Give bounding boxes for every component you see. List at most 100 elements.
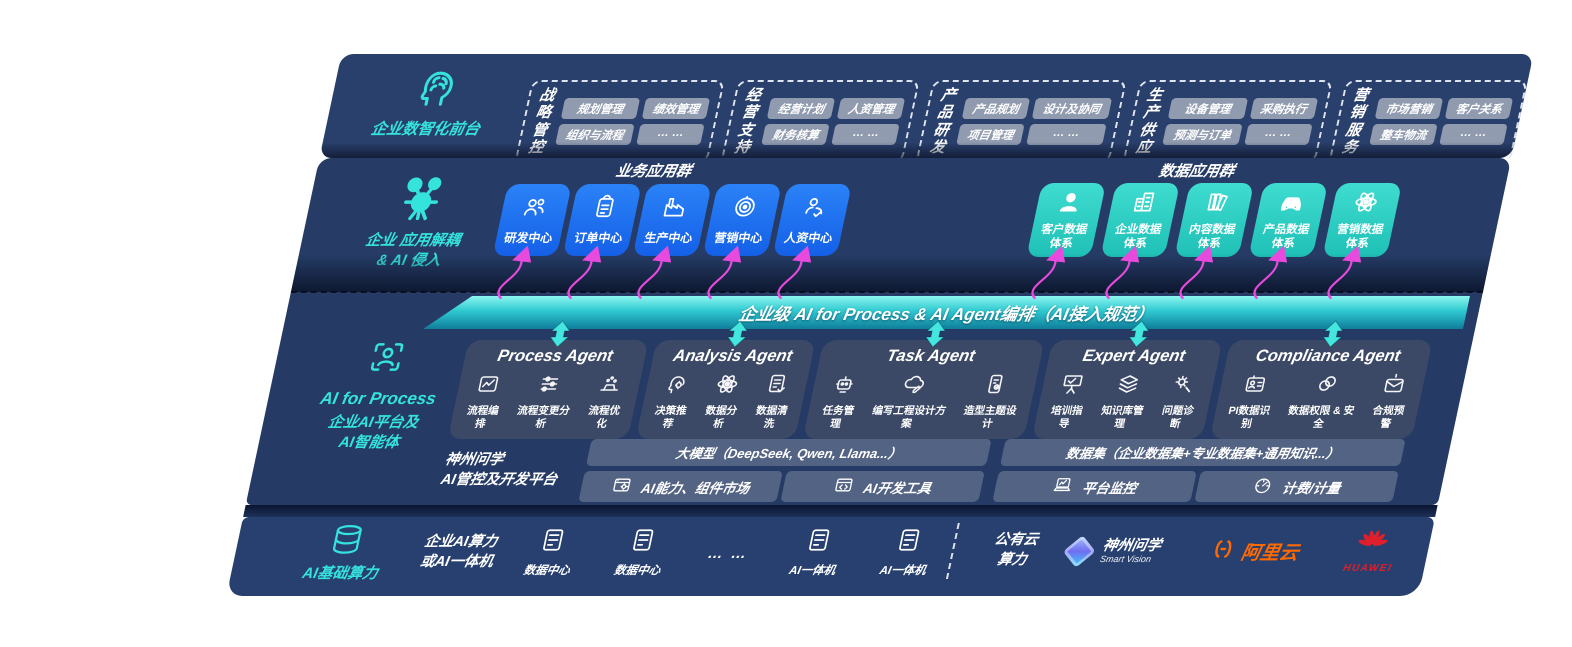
agent-item: 合规预警 xyxy=(1364,372,1417,430)
capability-chip: 项目管理 xyxy=(956,124,1025,145)
vendor-huawei: HUAWEI xyxy=(1342,529,1401,574)
clean-doc-icon xyxy=(762,372,792,401)
capability-chip: 设备管理 xyxy=(1167,98,1248,119)
tile-product-data: 产品数据 体系 xyxy=(1248,183,1329,257)
atom-icon xyxy=(711,372,741,401)
smartvision-diamond-icon xyxy=(1063,535,1096,568)
metering-gauge-icon xyxy=(1250,475,1275,498)
agent-item: 数据分析 xyxy=(697,372,750,430)
compliance-agent-card: Compliance Agent PI数据识别 数据权限 & 安全 合规预警 xyxy=(1209,340,1433,440)
customer-icon xyxy=(1053,189,1086,220)
capability-chip: … … xyxy=(1026,124,1107,145)
ai-process-title-zh: 企业AI平台及 AI智能体 xyxy=(326,414,421,451)
group-title-line: 生产 xyxy=(1141,87,1165,122)
front-office-band: 企业数智化前台 战略 管控 规划管理 绩效管理 组织与流程 … … 经营 支持 xyxy=(319,54,1534,163)
group-title-line: 研发 xyxy=(928,121,951,156)
platform-monitor-cell: 平台监控 xyxy=(992,471,1197,502)
group-title: 营销 服务 xyxy=(1340,87,1374,156)
brain-head-icon xyxy=(406,71,456,114)
tile-enterprise-data: 企业数据 体系 xyxy=(1100,183,1181,257)
metering-cell: 计费/计量 xyxy=(1194,471,1399,502)
group-title-line: 经营 xyxy=(740,87,763,122)
agent-item: 造型主题设计 xyxy=(956,372,1029,430)
decoupling-label-block: 企业 应用解耦 & AI 侵入 xyxy=(332,174,502,270)
tile-label: 营销中心 xyxy=(712,231,764,245)
capability-chip: 市场营销 xyxy=(1374,98,1444,119)
molecule-icon xyxy=(389,177,445,230)
group-title-line: 供应 xyxy=(1134,121,1157,156)
task-agent-card: Task Agent 任务管理 编写工程设计方案 造型主题设计 xyxy=(802,340,1045,440)
agent-item: PI数据识别 xyxy=(1220,372,1282,430)
model-cells: AI能力、组件市场 AI开发工具 xyxy=(578,471,985,502)
target-icon xyxy=(728,194,761,225)
group-production-supply: 生产 供应 设备管理 采购执行 预测与订单 … … xyxy=(1121,80,1333,163)
component-market-icon xyxy=(609,475,634,498)
capability-chip: 采购执行 xyxy=(1249,98,1318,119)
factory-icon xyxy=(658,194,691,225)
platform-label: 神州问学 AI管控及开发平台 xyxy=(439,451,559,488)
capability-chip: 组织与流程 xyxy=(554,124,635,145)
datacenter-node: 数据中心 xyxy=(613,527,670,578)
tile-content-data: 内容数据 体系 xyxy=(1174,183,1255,257)
group-title: 经营 支持 xyxy=(733,87,767,156)
ai-process-title-en: AI for Process xyxy=(318,389,438,408)
ai-bus-bar: 企业级 AI for Process & AI Agent编排（AI接入规范） xyxy=(423,296,1470,329)
data-app-group-header: 数据应用群 xyxy=(1157,163,1236,180)
group-chips: 设备管理 采购执行 预测与订单 … … xyxy=(1162,98,1318,145)
group-operation: 经营 支持 经营计划 人资管理 财务核算 … … xyxy=(720,80,921,163)
marketing-atom-icon xyxy=(1349,189,1382,220)
decoupling-title: 企业 应用解耦 & AI 侵入 xyxy=(332,231,490,270)
group-title: 产品 研发 xyxy=(928,87,961,156)
decoupling-title-line: 企业 应用解耦 xyxy=(363,232,462,249)
agent-items: 任务管理 编写工程设计方案 造型主题设计 xyxy=(814,372,1029,430)
tile-label: 营销数据 体系 xyxy=(1335,223,1385,250)
agent-item: 培训指导 xyxy=(1042,372,1095,430)
dataset-cells: 平台监控 计费/计量 xyxy=(992,471,1399,502)
server-icon xyxy=(802,527,835,558)
capability-chip: 规划管理 xyxy=(560,98,641,119)
group-title-line: 战略 xyxy=(534,87,557,122)
capability-chip: … … xyxy=(1243,124,1313,145)
capability-chip: 财务核算 xyxy=(761,124,831,145)
tile-label: 人资中心 xyxy=(782,231,834,245)
group-title: 战略 管控 xyxy=(527,87,560,156)
dev-tools-icon xyxy=(831,475,856,498)
agent-items: 流程编排 流程变更分析 流程优化 xyxy=(459,372,633,430)
group-title-line: 产品 xyxy=(935,87,958,122)
datacenter-node: 数据中心 xyxy=(522,527,579,578)
enterprise-building-icon xyxy=(1127,189,1160,220)
ai-capability-market-cell: AI能力、组件市场 xyxy=(578,471,783,502)
group-chips: 产品规划 设计及协同 项目管理 … … xyxy=(956,98,1112,145)
agent-item: 决策推荐 xyxy=(646,372,699,430)
capability-chip: 设计及协同 xyxy=(1031,98,1112,119)
capability-chip: … … xyxy=(831,124,901,145)
team-icon xyxy=(518,194,551,225)
group-title: 生产 供应 xyxy=(1134,87,1167,156)
tile-hr-center: 人资中心 xyxy=(772,184,852,256)
order-clipboard-icon xyxy=(588,194,621,225)
diagnosis-icon xyxy=(1168,372,1198,401)
platform-row: 神州问学 AI管控及开发平台 大模型（DeepSeek, Qwen, Llama… xyxy=(436,439,1406,502)
ai-process-label-block: AI for Process 企业AI平台及 AI智能体 xyxy=(287,338,471,452)
capability-chip: 客户关系 xyxy=(1444,98,1514,119)
tile-label: 内容数据 体系 xyxy=(1187,223,1237,250)
ai-appliance-node: AI一体机 xyxy=(788,527,845,578)
ai-dev-tools-cell: AI开发工具 xyxy=(780,471,985,502)
content-books-icon xyxy=(1201,189,1234,220)
capability-chip: … … xyxy=(1439,124,1508,145)
workflow-icon xyxy=(473,372,503,401)
infrastructure-label-block: AI基础算力 xyxy=(273,523,416,583)
analysis-agent-card: Analysis Agent 决策推荐 数据分析 数据清洗 xyxy=(635,340,817,440)
public-cloud-label: 公有云 算力 xyxy=(992,532,1040,568)
capability-chip: 产品规划 xyxy=(961,98,1031,119)
platform-monitor-icon xyxy=(1050,475,1075,498)
infrastructure-band: AI基础算力 企业AI算力 或AI一体机 数据中心 数据中心 … … AI一体机 xyxy=(226,517,1436,596)
tile-marketing-data: 营销数据 体系 xyxy=(1322,183,1403,257)
group-chips: 规划管理 绩效管理 组织与流程 … … xyxy=(554,98,711,145)
group-title-line: 服务 xyxy=(1340,121,1363,156)
infrastructure-title: AI基础算力 xyxy=(300,565,380,582)
alert-mail-icon xyxy=(1378,372,1408,401)
tile-rd-center: 研发中心 xyxy=(492,184,572,256)
llm-header: 大模型（DeepSeek, Qwen, Llama...） xyxy=(585,439,992,466)
